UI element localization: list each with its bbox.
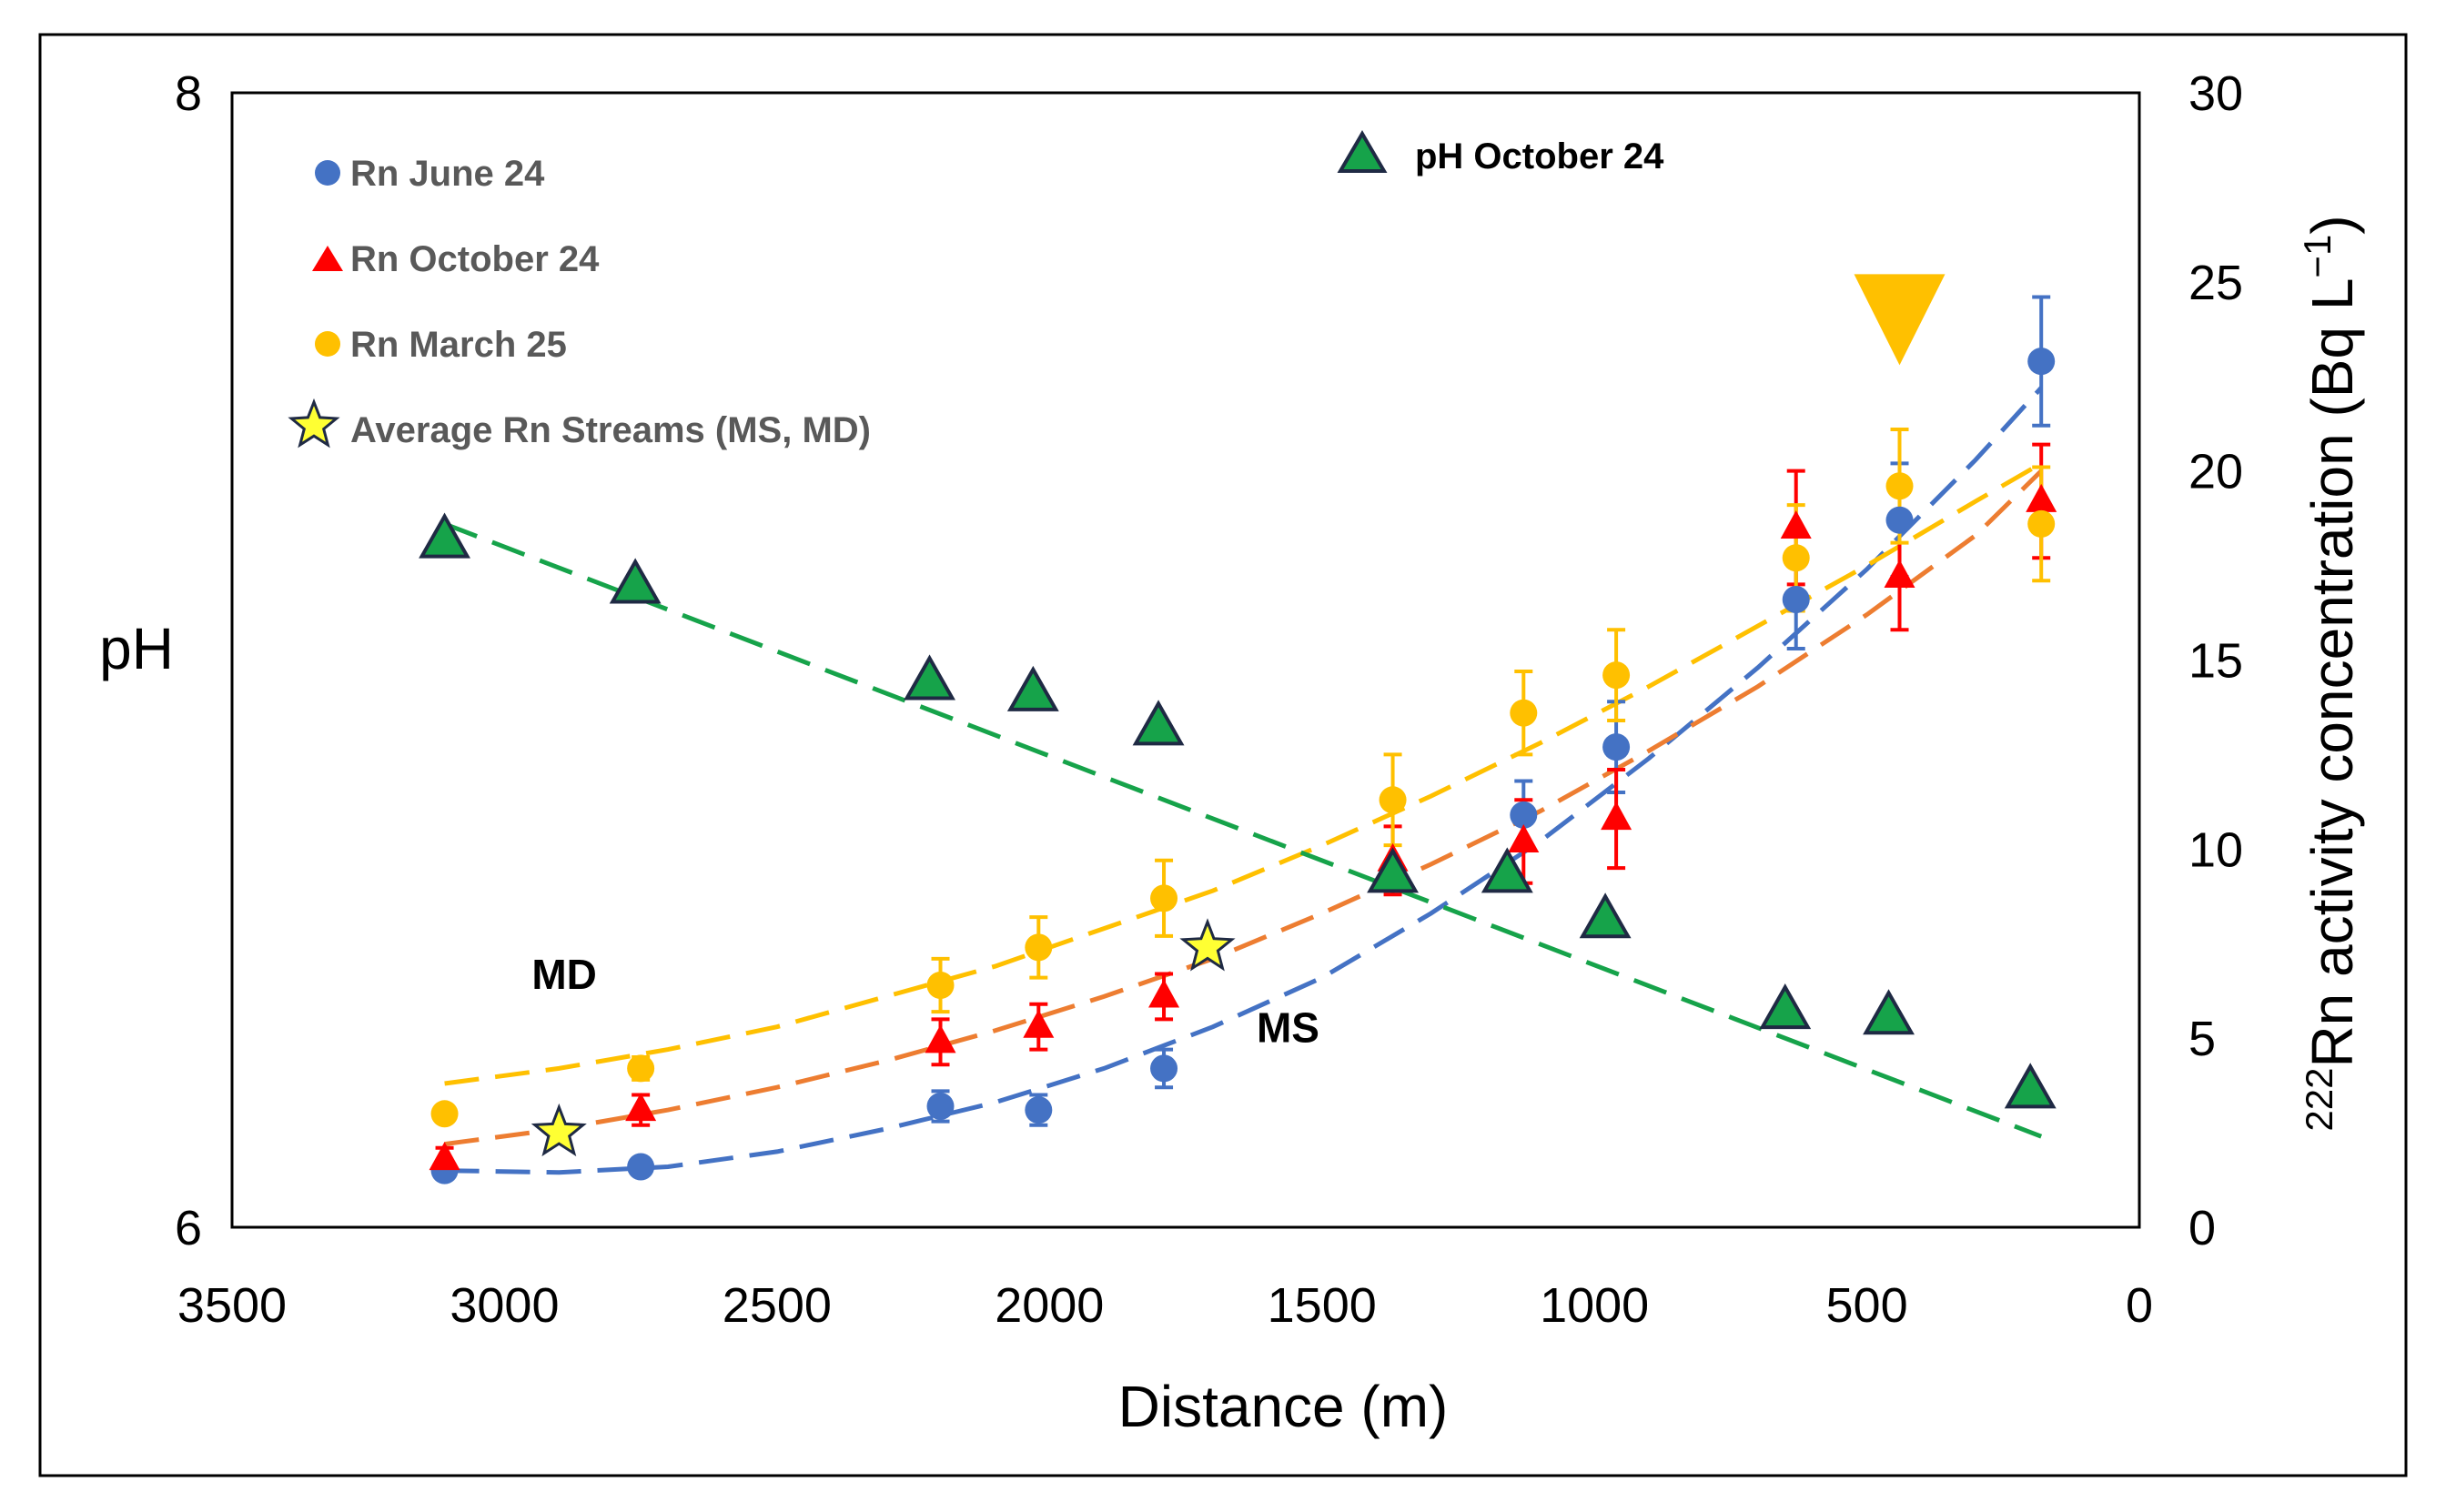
point-rn-june-24	[1602, 733, 1631, 761]
point-rn-june-24	[1150, 1054, 1178, 1083]
point-rn-october-24	[1780, 510, 1812, 539]
x-axis-ticks: 3500 3000 2500 2000 1500 1000 500 0	[177, 1278, 2153, 1333]
trendline-trend-rn-june-24	[444, 386, 2044, 1175]
legend-marker-ph-october	[1337, 130, 1388, 173]
point-rn-march-25	[1510, 699, 1538, 727]
point-rn-march-25	[1379, 786, 1407, 814]
trendline-trend-rn-october-24	[444, 469, 2043, 1147]
point-rn-june-24	[1885, 506, 1914, 534]
legend-marker-rn-june	[315, 160, 340, 186]
y-right-tick-label: 10	[2188, 822, 2243, 877]
x-axis-title: Distance (m)	[1118, 1374, 1449, 1439]
point-rn-october-24	[925, 1024, 956, 1053]
annotation-ms: MS	[1257, 1003, 1319, 1051]
point-ph-october-24	[2004, 1063, 2057, 1109]
legend: Rn June 24 Rn October 24 Rn March 25 Ave…	[288, 130, 1664, 450]
point-ph-october-24	[1759, 983, 1812, 1030]
y-right-ticks: 30 25 20 15 10 5 0	[2188, 66, 2243, 1255]
x-tick-label: 2500	[723, 1278, 832, 1333]
point-rn-october-24	[429, 1142, 460, 1171]
point-average-rn-streams-ms-md	[1179, 918, 1236, 972]
point-rn-october-24	[1148, 979, 1180, 1008]
x-tick-label: 2000	[995, 1278, 1104, 1333]
x-tick-label: 1000	[1540, 1278, 1649, 1333]
trendline-trend-ph-october-24	[443, 521, 2043, 1139]
point-ph-october-24	[609, 558, 662, 604]
x-tick-label: 0	[2126, 1278, 2153, 1333]
trendlines	[443, 386, 2044, 1175]
y-left-ticks: 86	[175, 66, 202, 1255]
point-ph-october-24	[419, 512, 470, 559]
y-right-tick-label: 30	[2188, 66, 2243, 121]
point-average-rn-streams-ms-md	[531, 1103, 587, 1157]
point-rn-october-24	[1508, 824, 1540, 853]
point-ph-october-24	[1367, 847, 1420, 893]
legend-marker-rn-march	[315, 331, 340, 357]
legend-marker-rn-october	[312, 246, 343, 271]
y-right-title-suffix: )	[2299, 215, 2365, 234]
point-rn-june-24	[1782, 585, 1810, 613]
point-rn-october-24	[2026, 483, 2057, 512]
point-rn-march-25	[1025, 933, 1053, 962]
point-ph-october-24	[1006, 665, 1059, 711]
point-rn-june-24	[1025, 1096, 1053, 1124]
y-left-axis-title: pH	[99, 616, 174, 681]
annotation-md: MD	[531, 951, 597, 998]
legend-label-avg-streams: Average Rn Streams (MS, MD)	[350, 410, 871, 450]
y-right-title-main: Rn activity concentration (Bq L	[2299, 278, 2365, 1068]
y-right-tick-label: 5	[2188, 1012, 2216, 1066]
point-rn-october-24	[625, 1093, 657, 1122]
point-rn-october-24	[1023, 1009, 1055, 1038]
y-right-tick-label: 20	[2188, 445, 2243, 499]
point-rn-march-25	[1782, 544, 1810, 572]
legend-label-rn-october: Rn October 24	[350, 239, 600, 279]
point-rn-june-24	[926, 1092, 955, 1120]
legend-label-rn-june: Rn June 24	[350, 154, 545, 194]
x-tick-label: 500	[1826, 1278, 1908, 1333]
point-rn-june-24	[1510, 801, 1538, 829]
point-ph-october-24	[1481, 847, 1533, 893]
point-rn-march-25	[627, 1054, 655, 1083]
y-right-tick-label: 0	[2188, 1201, 2216, 1255]
point-ph-october-24	[1132, 700, 1185, 746]
point-rn-march-25	[1602, 661, 1631, 690]
y-left-tick-label: 8	[175, 66, 202, 121]
arrow-marker	[1854, 274, 1946, 366]
y-right-tick-label: 15	[2188, 634, 2243, 689]
point-rn-october-24	[1601, 801, 1632, 831]
legend-marker-avg-streams	[288, 398, 340, 449]
trendline-trend-rn-march-25	[444, 461, 2043, 1086]
x-tick-label: 3500	[177, 1278, 287, 1333]
point-rn-march-25	[430, 1100, 459, 1128]
markers	[419, 348, 2057, 1184]
plot-area	[230, 91, 2141, 1229]
point-rn-june-24	[2027, 348, 2056, 376]
point-rn-march-25	[926, 971, 955, 999]
point-rn-october-24	[1884, 559, 1915, 589]
point-ph-october-24	[1863, 989, 1915, 1035]
y-right-axis-title: 222Rn activity concentration (Bq L−1)	[2296, 215, 2365, 1131]
legend-label-ph-october: pH October 24	[1415, 136, 1664, 176]
x-tick-label: 1500	[1268, 1278, 1377, 1333]
y-right-title-sup: −1	[2296, 235, 2339, 278]
y-right-tick-label: 25	[2188, 256, 2243, 310]
point-ph-october-24	[1579, 892, 1632, 939]
point-rn-march-25	[1885, 472, 1914, 500]
point-rn-march-25	[2027, 509, 2056, 538]
x-tick-label: 3000	[450, 1278, 559, 1333]
point-rn-june-24	[627, 1153, 655, 1181]
point-rn-march-25	[1150, 884, 1178, 912]
point-ph-october-24	[904, 654, 955, 701]
y-right-title-prefix: 222	[2298, 1068, 2340, 1132]
y-left-tick-label: 6	[175, 1201, 202, 1255]
legend-label-rn-march: Rn March 25	[350, 325, 567, 365]
